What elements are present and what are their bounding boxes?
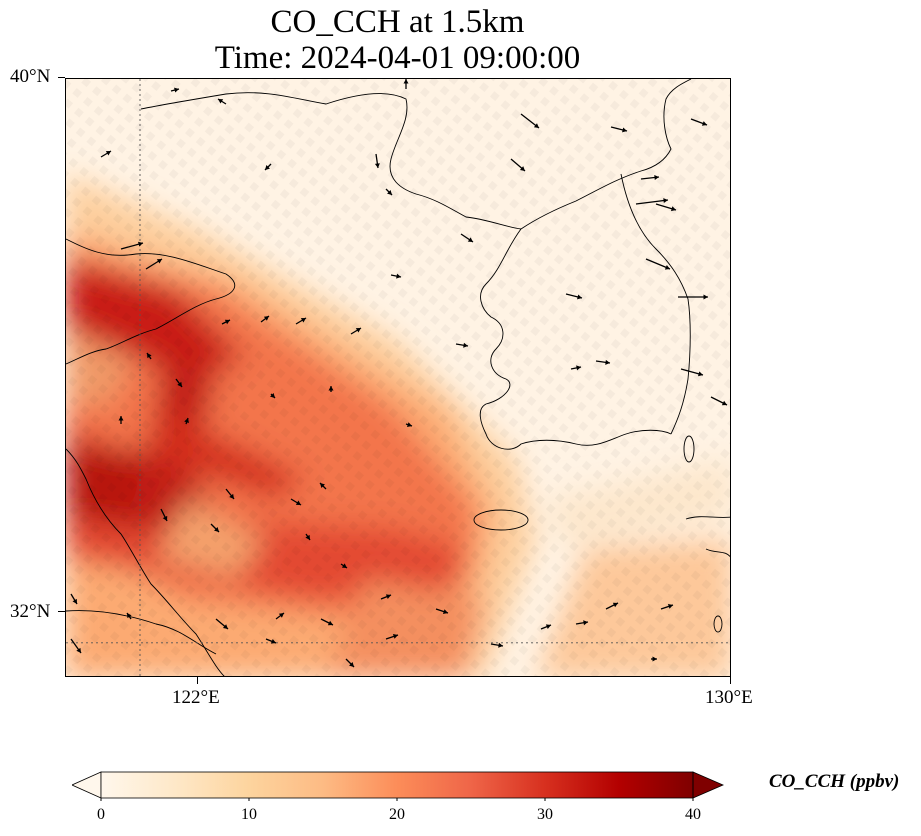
colorbar-tick-0: 0 xyxy=(97,806,105,823)
colorbar-tick-20: 20 xyxy=(389,806,405,823)
concentration-field xyxy=(66,79,730,676)
colorbar xyxy=(72,771,724,801)
map-title: CO_CCH at 1.5km xyxy=(270,4,525,40)
lon-tick-130e xyxy=(730,677,731,684)
colorbar-tick-40: 40 xyxy=(685,806,701,823)
lat-label-40n: 40°N xyxy=(10,66,51,87)
lon-tick-122e xyxy=(197,677,198,684)
map-subtitle-time: Time: 2024-04-01 09:00:00 xyxy=(214,40,581,76)
lon-label-130e: 130°E xyxy=(705,687,753,708)
map-panel xyxy=(65,78,731,677)
lat-label-32n: 32°N xyxy=(10,601,51,622)
coastlines xyxy=(66,79,730,676)
colorbar-gradient xyxy=(101,772,693,798)
colorbar-label: CO_CCH (ppbv) xyxy=(769,771,900,792)
colorbar-min-extend xyxy=(72,771,102,799)
wind-vectors xyxy=(70,79,728,668)
lon-label-122e: 122°E xyxy=(172,687,220,708)
colorbar-max-extend xyxy=(692,771,724,799)
gridlines xyxy=(66,79,730,676)
colorbar-tick-10: 10 xyxy=(241,806,257,823)
lat-tick-32n xyxy=(58,611,65,612)
lat-tick-40n xyxy=(58,77,65,78)
colorbar-tick-30: 30 xyxy=(537,806,553,823)
